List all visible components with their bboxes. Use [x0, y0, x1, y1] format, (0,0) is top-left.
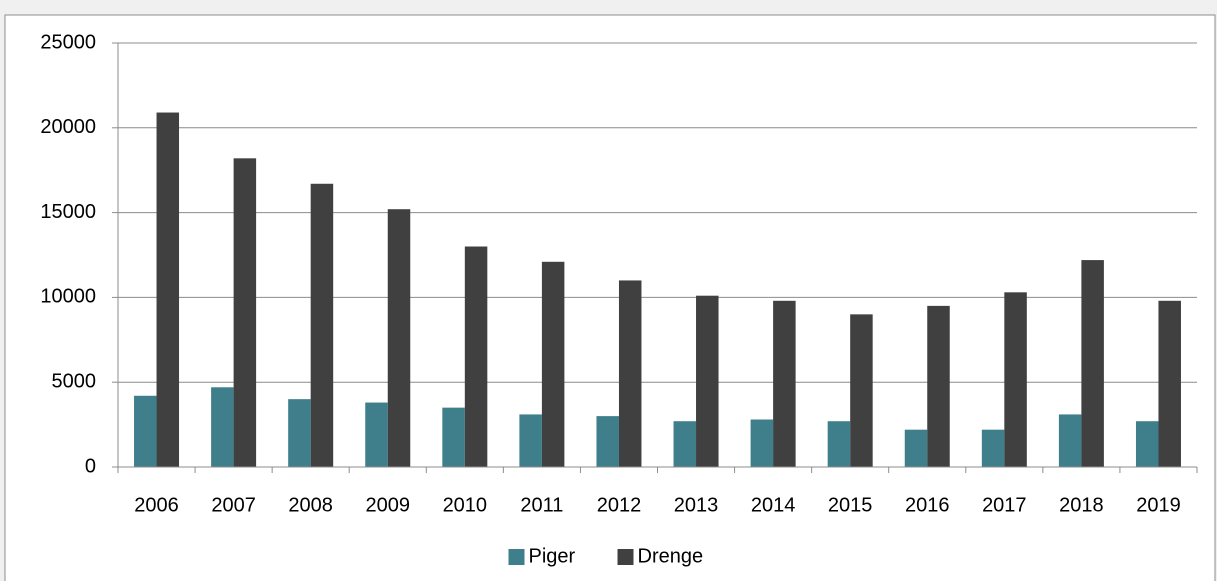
y-tick-label: 20000: [40, 116, 96, 138]
x-tick-label: 2019: [1136, 494, 1181, 516]
x-tick-label: 2012: [597, 494, 642, 516]
bar: [211, 387, 234, 467]
x-tick-label: 2014: [751, 494, 796, 516]
bar: [541, 261, 565, 467]
bar: [618, 280, 642, 467]
y-tick-label: 0: [85, 455, 96, 477]
bar: [850, 314, 873, 467]
bar: [750, 419, 774, 467]
bar: [288, 399, 311, 467]
bar: [442, 407, 465, 467]
bar: [1135, 421, 1159, 467]
x-tick-label: 2018: [1059, 494, 1104, 516]
legend-label: Drenge: [638, 545, 704, 567]
bar: [1081, 260, 1104, 467]
y-tick-label: 10000: [40, 286, 96, 308]
x-tick-label: 2011: [520, 494, 563, 516]
y-tick-label: 5000: [52, 370, 97, 392]
legend-label: Piger: [529, 545, 576, 567]
x-tick-label: 2010: [443, 494, 488, 516]
legend-swatch: [508, 549, 525, 565]
bar: [773, 300, 796, 467]
bar: [927, 305, 950, 467]
x-tick-label: 2017: [982, 494, 1027, 516]
bar: [310, 183, 334, 467]
bar: [827, 421, 851, 467]
bar: [904, 429, 928, 467]
y-tick-label: 25000: [40, 31, 96, 53]
legend-swatch: [617, 549, 634, 565]
bar: [156, 112, 180, 467]
bar: [519, 414, 542, 467]
bar: [696, 295, 719, 467]
bar: [365, 402, 388, 467]
bar: [1058, 414, 1082, 467]
bar: [596, 416, 619, 467]
bar: [387, 209, 411, 467]
y-tick-label: 15000: [40, 201, 96, 223]
x-tick-label: 2016: [905, 494, 950, 516]
x-tick-label: 2013: [674, 494, 719, 516]
bar: [673, 421, 697, 467]
x-tick-label: 2006: [134, 494, 179, 516]
bar: [1158, 300, 1181, 467]
bar: [233, 158, 257, 467]
bar: [134, 395, 157, 467]
bar: [1004, 292, 1027, 467]
x-tick-label: 2015: [828, 494, 873, 516]
x-tick-label: 2007: [211, 494, 256, 516]
bar: [981, 429, 1005, 467]
x-tick-label: 2009: [366, 494, 411, 516]
x-tick-label: 2008: [288, 494, 333, 516]
bar: [464, 246, 488, 467]
